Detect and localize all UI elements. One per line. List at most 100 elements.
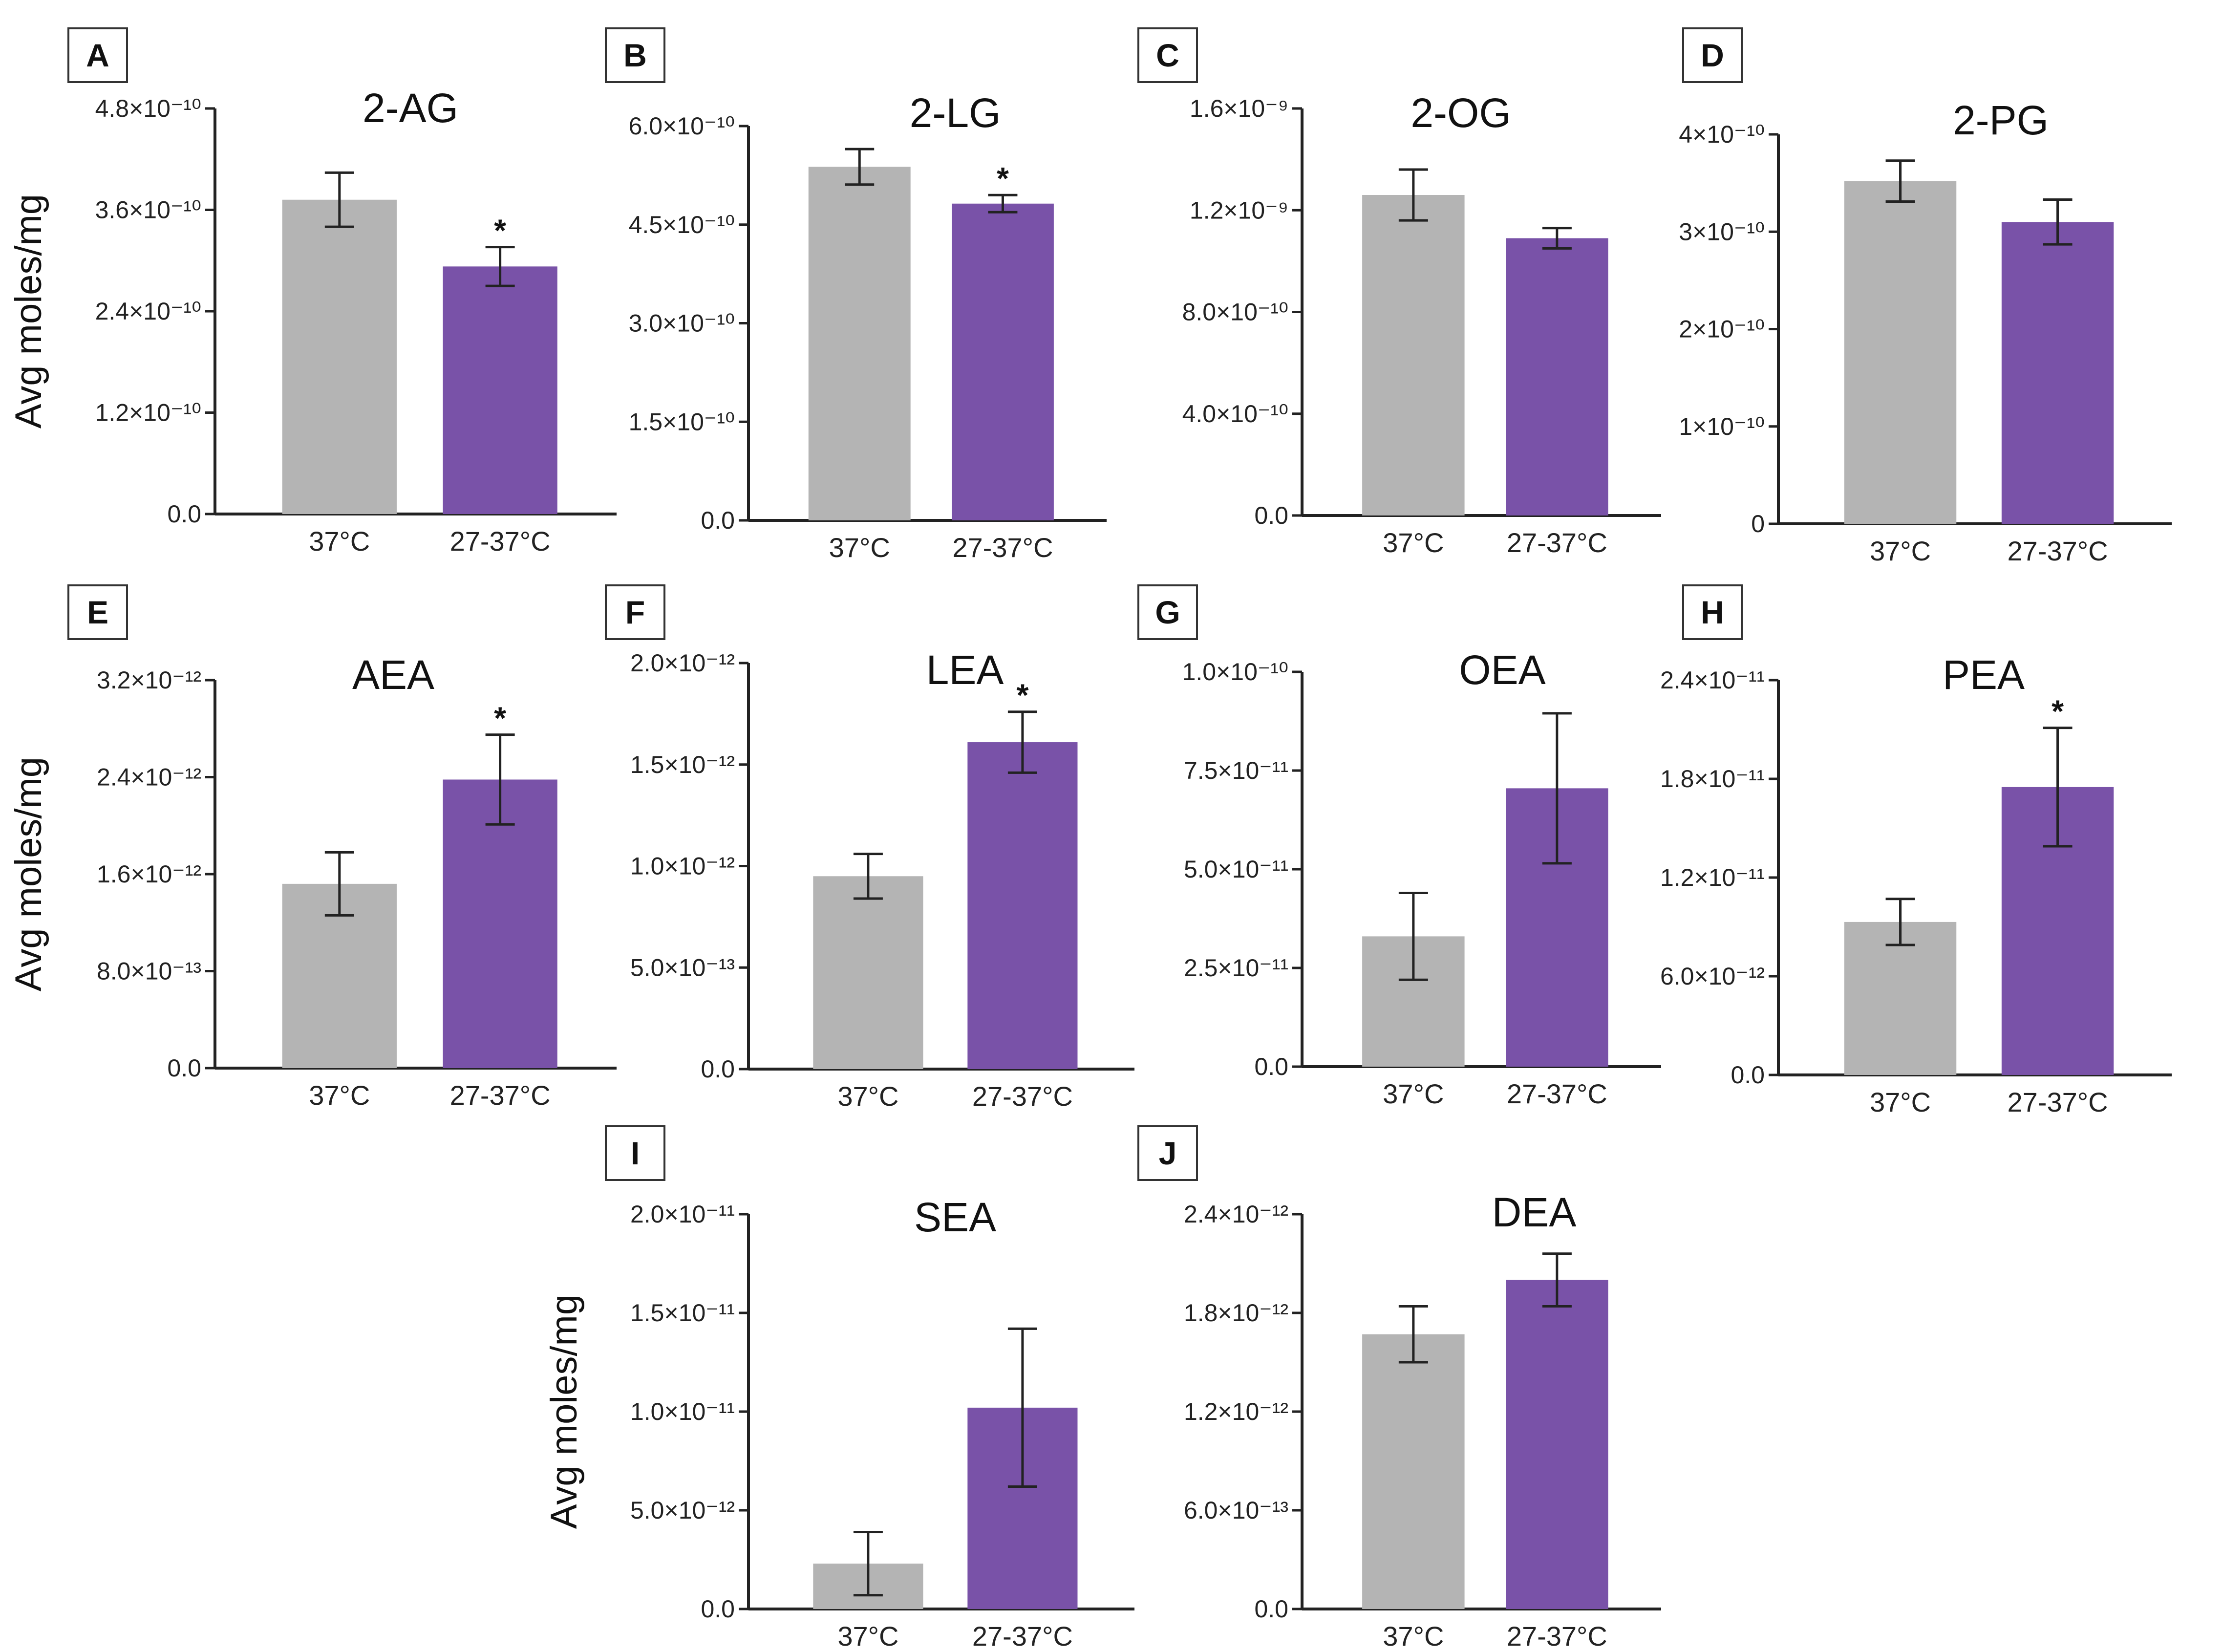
- chart-title: DEA: [1492, 1189, 1577, 1235]
- y-tick-label: 1.5×10⁻¹²: [630, 751, 735, 778]
- y-tick-label: 2.4×10⁻¹²: [97, 764, 201, 791]
- bar-treatment: [443, 779, 557, 1068]
- x-tick-label: 27-37°C: [952, 532, 1053, 563]
- x-tick-label: 27-37°C: [1507, 1621, 1607, 1652]
- x-tick-label: 27-37°C: [2008, 1087, 2108, 1117]
- error-bar: [1542, 712, 1572, 865]
- y-tick-label: 1.0×10⁻¹⁰: [1182, 658, 1288, 686]
- bar-control: [1844, 922, 1957, 1075]
- y-tick-label: 2.5×10⁻¹¹: [1184, 954, 1288, 982]
- chart-panel-g: G 0.0 2.5×10⁻¹¹ 5.0×10⁻¹¹ 7.5×10⁻¹¹ 1.0×10⁻¹⁰…: [1137, 584, 1661, 1109]
- y-tick-label: 4.5×10⁻¹⁰: [629, 211, 735, 238]
- y-tick-label: 4×10⁻¹⁰: [1679, 121, 1765, 148]
- x-tick-label: 37°C: [837, 1621, 898, 1652]
- x-tick-label: 27-37°C: [450, 526, 551, 557]
- error-bar: [324, 171, 354, 228]
- panel-letter: A: [86, 37, 109, 73]
- x-tick-label: 37°C: [1870, 536, 1931, 566]
- y-tick-label: 7.5×10⁻¹¹: [1184, 757, 1288, 784]
- y-tick-label: 0.0: [1254, 1053, 1288, 1080]
- bar-control: [808, 167, 911, 520]
- panel-letter-box: [1682, 584, 1743, 640]
- chart-panel-j: J 0.0 6.0×10⁻¹³ 1.2×10⁻¹² 1.8×10⁻¹² 2.4×10⁻¹²…: [1137, 1125, 1661, 1652]
- y-tick-label: 5.0×10⁻¹³: [630, 954, 735, 981]
- chart-title: SEA: [914, 1194, 996, 1240]
- chart-panel-e: E 0.0 8.0×10⁻¹³ 1.6×10⁻¹² 2.4×10⁻¹² 3.2×10⁻¹²…: [8, 584, 617, 1111]
- y-tick-label: 6.0×10⁻¹⁰: [629, 112, 735, 140]
- chart-panel-b: B 0.0 1.5×10⁻¹⁰ 3.0×10⁻¹⁰ 4.5×10⁻¹⁰ 6.0×10⁻¹⁰…: [605, 27, 1107, 563]
- error-bar: [1007, 1327, 1037, 1488]
- y-tick-label: 3.6×10⁻¹⁰: [95, 196, 201, 224]
- y-tick-label: 1.8×10⁻¹¹: [1660, 765, 1765, 793]
- bar-treatment: [967, 742, 1078, 1069]
- error-bar: [324, 851, 354, 917]
- x-tick-label: 27-37°C: [1507, 1078, 1607, 1109]
- y-tick-label: 1.2×10⁻¹⁰: [95, 399, 201, 427]
- significance-star: *: [997, 161, 1009, 196]
- x-tick-label: 37°C: [1383, 1621, 1444, 1652]
- chart-title: 2-LG: [910, 90, 1001, 136]
- y-tick-label: 0.0: [701, 507, 735, 534]
- y-tick-label: 0.0: [1731, 1061, 1765, 1089]
- bar-treatment: [951, 203, 1054, 521]
- significance-star: *: [1016, 678, 1028, 713]
- chart-title: PEA: [1943, 652, 2025, 698]
- bar-control: [813, 876, 923, 1069]
- y-tick-label: 1.0×10⁻¹¹: [630, 1398, 735, 1425]
- y-tick-label: 4.8×10⁻¹⁰: [95, 95, 201, 122]
- error-bar: [485, 246, 515, 287]
- y-tick-label: 8.0×10⁻¹³: [97, 958, 201, 985]
- panel-letter-box: [605, 1125, 665, 1181]
- chart-panel-c: C 0.0 4.0×10⁻¹⁰ 8.0×10⁻¹⁰ 1.2×10⁻⁹ 1.6×10⁻⁹ 37…: [1137, 27, 1661, 558]
- error-bar: [1007, 710, 1037, 774]
- significance-star: *: [2052, 694, 2064, 729]
- error-bar: [1885, 159, 1915, 203]
- y-axis-label: Avg moles/mg: [8, 757, 49, 991]
- y-tick-label: 1.6×10⁻⁹: [1190, 95, 1288, 122]
- chart-title: 2-AG: [363, 85, 458, 131]
- bar-treatment: [1506, 238, 1608, 515]
- x-tick-label: 37°C: [1383, 527, 1444, 558]
- y-tick-label: 1.2×10⁻⁹: [1190, 196, 1288, 224]
- error-bar: [853, 853, 883, 900]
- error-bar: [845, 148, 875, 186]
- bar-treatment: [2001, 222, 2114, 524]
- panel-letter-box: [67, 584, 128, 640]
- error-bar: [853, 1530, 883, 1597]
- panel-letter: G: [1155, 594, 1180, 630]
- x-tick-label: 37°C: [837, 1081, 898, 1112]
- bar-control: [1844, 181, 1957, 524]
- chart-panel-a: A 0.0 1.2×10⁻¹⁰ 2.4×10⁻¹⁰ 3.6×10⁻¹⁰ 4.8×10⁻¹⁰…: [8, 27, 617, 557]
- x-tick-label: 37°C: [829, 532, 890, 563]
- chart-title: 2-PG: [1953, 97, 2049, 143]
- panel-letter: J: [1159, 1135, 1177, 1171]
- y-tick-label: 5.0×10⁻¹²: [630, 1497, 735, 1524]
- y-tick-label: 0: [1751, 510, 1765, 537]
- significance-star: *: [494, 213, 506, 248]
- panel-letter: I: [631, 1135, 640, 1171]
- x-tick-label: 27-37°C: [972, 1081, 1073, 1112]
- error-bar: [1398, 1305, 1428, 1364]
- significance-star: *: [494, 701, 506, 736]
- error-bar: [1542, 1252, 1572, 1308]
- error-bar: [1398, 168, 1428, 222]
- y-tick-label: 6.0×10⁻¹²: [1660, 963, 1765, 990]
- y-tick-label: 0.0: [1254, 502, 1288, 529]
- x-tick-label: 37°C: [309, 526, 370, 557]
- y-tick-label: 1.2×10⁻¹²: [1184, 1398, 1288, 1425]
- bar-treatment: [443, 266, 557, 514]
- chart-title: LEA: [926, 647, 1004, 693]
- y-tick-label: 0.0: [701, 1595, 735, 1623]
- panel-letter-box: [605, 27, 665, 83]
- y-tick-label: 0.0: [1254, 1595, 1288, 1623]
- panel-letter-box: [1682, 27, 1743, 83]
- error-bar: [485, 733, 515, 826]
- y-tick-label: 8.0×10⁻¹⁰: [1182, 299, 1288, 326]
- y-tick-label: 0.0: [167, 500, 201, 528]
- y-axis-label: Avg moles/mg: [8, 194, 49, 429]
- chart-title: AEA: [352, 652, 434, 698]
- x-tick-label: 27-37°C: [972, 1621, 1073, 1652]
- y-tick-label: 1.6×10⁻¹²: [97, 860, 201, 888]
- y-tick-label: 2.0×10⁻¹²: [630, 649, 735, 677]
- x-tick-label: 27-37°C: [2008, 536, 2108, 566]
